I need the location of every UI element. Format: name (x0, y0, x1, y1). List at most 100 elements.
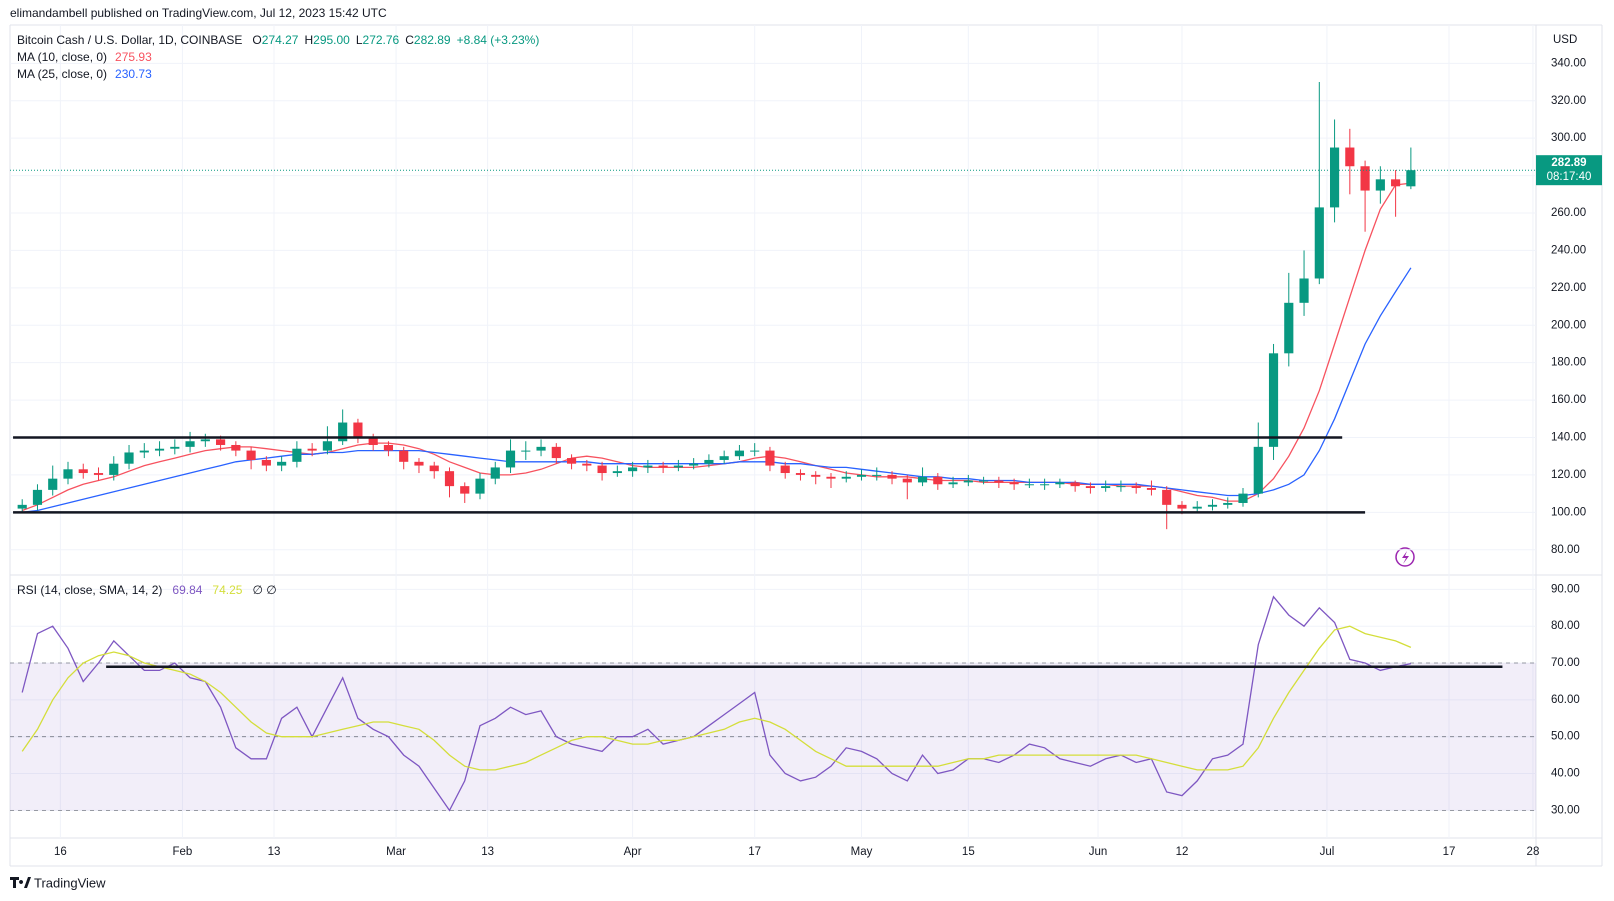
y-tick-label: 80.00 (1551, 620, 1580, 632)
y-tick-label: 40.00 (1551, 768, 1580, 780)
candle-body (383, 444, 394, 451)
candle-body (933, 476, 943, 485)
legend-value: 230.73 (115, 67, 152, 81)
candle-body (994, 480, 1004, 483)
x-tick-label: May (851, 846, 873, 858)
candle-body (658, 465, 668, 468)
legend-key: L (356, 33, 363, 47)
candle-body (780, 465, 790, 474)
candle-body (551, 446, 561, 459)
y-tick-label: 300.00 (1551, 132, 1586, 144)
candle-body (368, 437, 378, 445)
candle-body (505, 450, 516, 468)
legend-title: RSI (14, close, SMA, 14, 2) (17, 583, 162, 597)
countdown-label: 08:17:40 (1547, 171, 1592, 183)
candle-body (139, 450, 149, 453)
candle-body (338, 422, 348, 442)
candle-body (1238, 493, 1248, 503)
candle-body (1177, 504, 1187, 509)
candle-body (841, 476, 851, 479)
candle-body (48, 478, 58, 490)
currency-label: USD (1553, 34, 1577, 46)
x-tick-label: Jun (1089, 846, 1108, 858)
candle-body (948, 482, 958, 485)
legend-key: O (252, 33, 261, 47)
y-tick-label: 90.00 (1551, 583, 1580, 595)
y-tick-label: 320.00 (1551, 95, 1586, 107)
candle-body (490, 467, 500, 479)
candle-body (1162, 489, 1172, 505)
candle-body (1207, 504, 1218, 507)
candle-body (734, 450, 745, 457)
candle-body (704, 459, 714, 464)
legend-value: 74.25 (212, 583, 242, 597)
logo-text: TradingView (34, 875, 106, 890)
candle-body (399, 450, 409, 462)
legend-row: MA (25, close, 0) 230.73 (17, 67, 152, 81)
candle-body (963, 480, 973, 483)
candle-body (826, 476, 836, 479)
candle-body (1223, 502, 1233, 505)
legend-value: 272.76 (363, 33, 400, 47)
x-tick-label: Jul (1320, 846, 1335, 858)
logo-mark (10, 877, 31, 888)
candle-body (887, 474, 897, 479)
candle-body (261, 459, 271, 466)
candle-body (1024, 484, 1034, 486)
legend-value: +8.84 (+3.23%) (457, 33, 540, 47)
candle-body (170, 446, 180, 449)
lightning-icon[interactable] (1395, 547, 1415, 567)
candle-body (719, 456, 729, 460)
candle-body (1040, 484, 1050, 486)
icon-bolt[interactable] (1402, 551, 1409, 564)
candle-body (32, 489, 43, 505)
candle-body (795, 473, 806, 475)
legend-value: 69.84 (172, 583, 202, 597)
candle-body (185, 441, 195, 447)
candle-body (1268, 353, 1279, 447)
legend-key: C (405, 33, 414, 47)
y-tick-label: 100.00 (1551, 506, 1586, 518)
candle-body (292, 448, 302, 462)
legend-title-row: RSI (14, close, SMA, 14, 2) 69.84 74.25 ∅ ∅ (17, 583, 277, 597)
candle-body (643, 465, 653, 468)
candle-body (124, 452, 134, 464)
candle-body (1360, 166, 1370, 191)
x-tick-label: 17 (748, 846, 761, 858)
candle-body (536, 446, 546, 451)
candle-body (597, 465, 607, 474)
y-tick-label: 260.00 (1551, 207, 1586, 219)
candle-body (566, 458, 577, 464)
candle-body (811, 474, 821, 477)
y-tick-label: 240.00 (1551, 244, 1586, 256)
candle-body (1131, 486, 1141, 489)
candle-body (1146, 488, 1157, 490)
icon-circle[interactable] (1395, 547, 1415, 567)
legend-value: 275.93 (115, 50, 152, 64)
last-price-box (1536, 155, 1602, 186)
candle-body (917, 476, 928, 483)
candle-body (78, 469, 88, 474)
legend-extra: ∅ ∅ (252, 583, 276, 597)
candle-body (17, 504, 27, 509)
x-tick-label: Mar (386, 846, 406, 858)
legend-value: 295.00 (313, 33, 350, 47)
legend-name: MA (10, close, 0) (17, 50, 107, 64)
candle-body (414, 461, 424, 466)
legend-value: 282.89 (414, 33, 451, 47)
candle-body (1116, 486, 1126, 488)
x-tick-label: 16 (54, 846, 67, 858)
last-price-label: 282.89 (1551, 157, 1586, 169)
candle-body (63, 469, 73, 479)
candle-body (628, 467, 638, 472)
y-tick-label: 340.00 (1551, 57, 1586, 69)
candle-body (475, 478, 485, 494)
x-tick-label: 15 (962, 846, 975, 858)
x-tick-label: 28 (1527, 846, 1540, 858)
candle-body (93, 473, 104, 475)
legend-title-row: Bitcoin Cash / U.S. Dollar, 1D, COINBASE… (17, 33, 539, 47)
candle-body (979, 480, 989, 482)
candle-body (277, 461, 287, 466)
legend-key: H (304, 33, 313, 47)
candle-body (1345, 147, 1355, 167)
